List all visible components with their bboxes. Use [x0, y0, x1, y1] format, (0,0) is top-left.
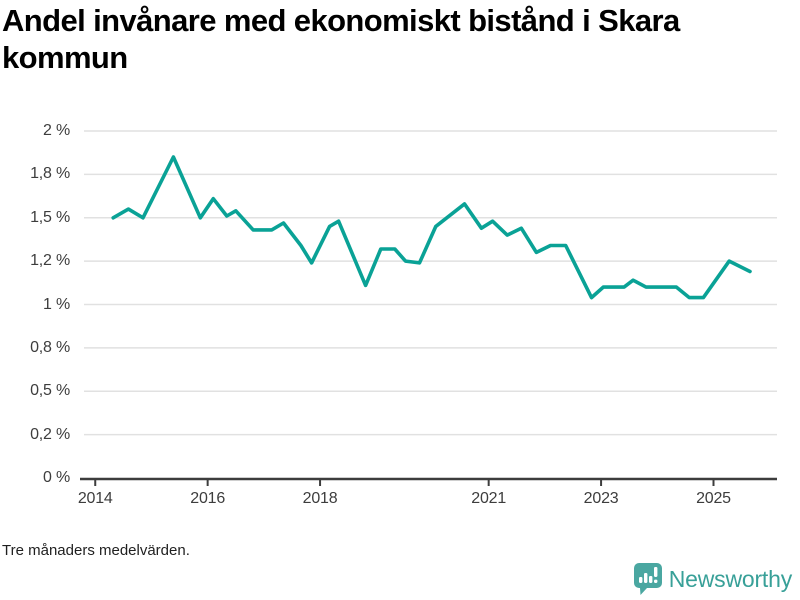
- x-axis-tick-label: 2014: [77, 490, 113, 507]
- x-axis-tick-label: 2023: [583, 490, 619, 507]
- x-axis-tick-label: 2018: [302, 490, 338, 507]
- y-axis-tick-label: 2 %: [43, 122, 70, 139]
- newsworthy-logo: Newsworthy: [633, 563, 792, 595]
- bar-chart-glyph: [638, 567, 658, 583]
- y-axis-tick-label: 1,2 %: [30, 252, 70, 270]
- y-axis-tick-label: 1 %: [43, 295, 70, 313]
- y-axis-tick-label: 0,5 %: [30, 382, 70, 400]
- newsworthy-wordmark: Newsworthy: [668, 565, 792, 592]
- chart-title: Andel invånare med ekonomiskt bistånd i …: [2, 3, 680, 76]
- y-axis-tick-label: 1,8 %: [30, 165, 70, 183]
- footnote: Tre månaders medelvärden.: [2, 542, 190, 559]
- y-axis-tick-label: 1,5 %: [30, 208, 70, 226]
- y-axis-tick-label: 0,2 %: [30, 425, 70, 443]
- x-axis-tick-label: 2016: [190, 490, 226, 507]
- y-axis-tick-label: 0 %: [43, 469, 70, 486]
- x-axis-tick-label: 2025: [696, 490, 731, 507]
- newsworthy-icon: [633, 563, 662, 595]
- x-axis-tick-label: 2021: [471, 490, 507, 507]
- data-line: [111, 155, 752, 300]
- y-axis-tick-label: 0,8 %: [30, 338, 70, 356]
